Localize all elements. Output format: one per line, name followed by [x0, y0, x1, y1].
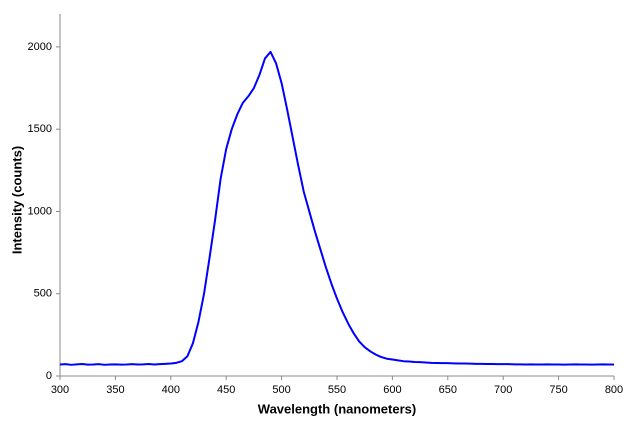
x-tick-label: 750 — [549, 384, 567, 396]
x-tick-label: 500 — [272, 384, 290, 396]
x-axis-title: Wavelength (nanometers) — [258, 401, 416, 416]
x-tick-label: 550 — [328, 384, 346, 396]
x-tick-label: 400 — [162, 384, 180, 396]
x-tick-label: 600 — [383, 384, 401, 396]
x-tick-label: 450 — [217, 384, 235, 396]
x-tick-label: 800 — [605, 384, 623, 396]
x-tick-label: 700 — [494, 384, 512, 396]
x-tick-label: 650 — [439, 384, 457, 396]
y-tick-label: 0 — [46, 370, 52, 382]
y-axis-title: Intensity (counts) — [9, 146, 24, 254]
y-tick-label: 2000 — [28, 41, 52, 53]
y-tick-label: 1000 — [28, 205, 52, 217]
data-line — [59, 50, 614, 366]
y-tick-label: 1500 — [28, 123, 52, 135]
x-tick-label: 350 — [106, 384, 124, 396]
y-tick-label: 500 — [34, 288, 52, 300]
x-tick-label: 300 — [51, 384, 69, 396]
